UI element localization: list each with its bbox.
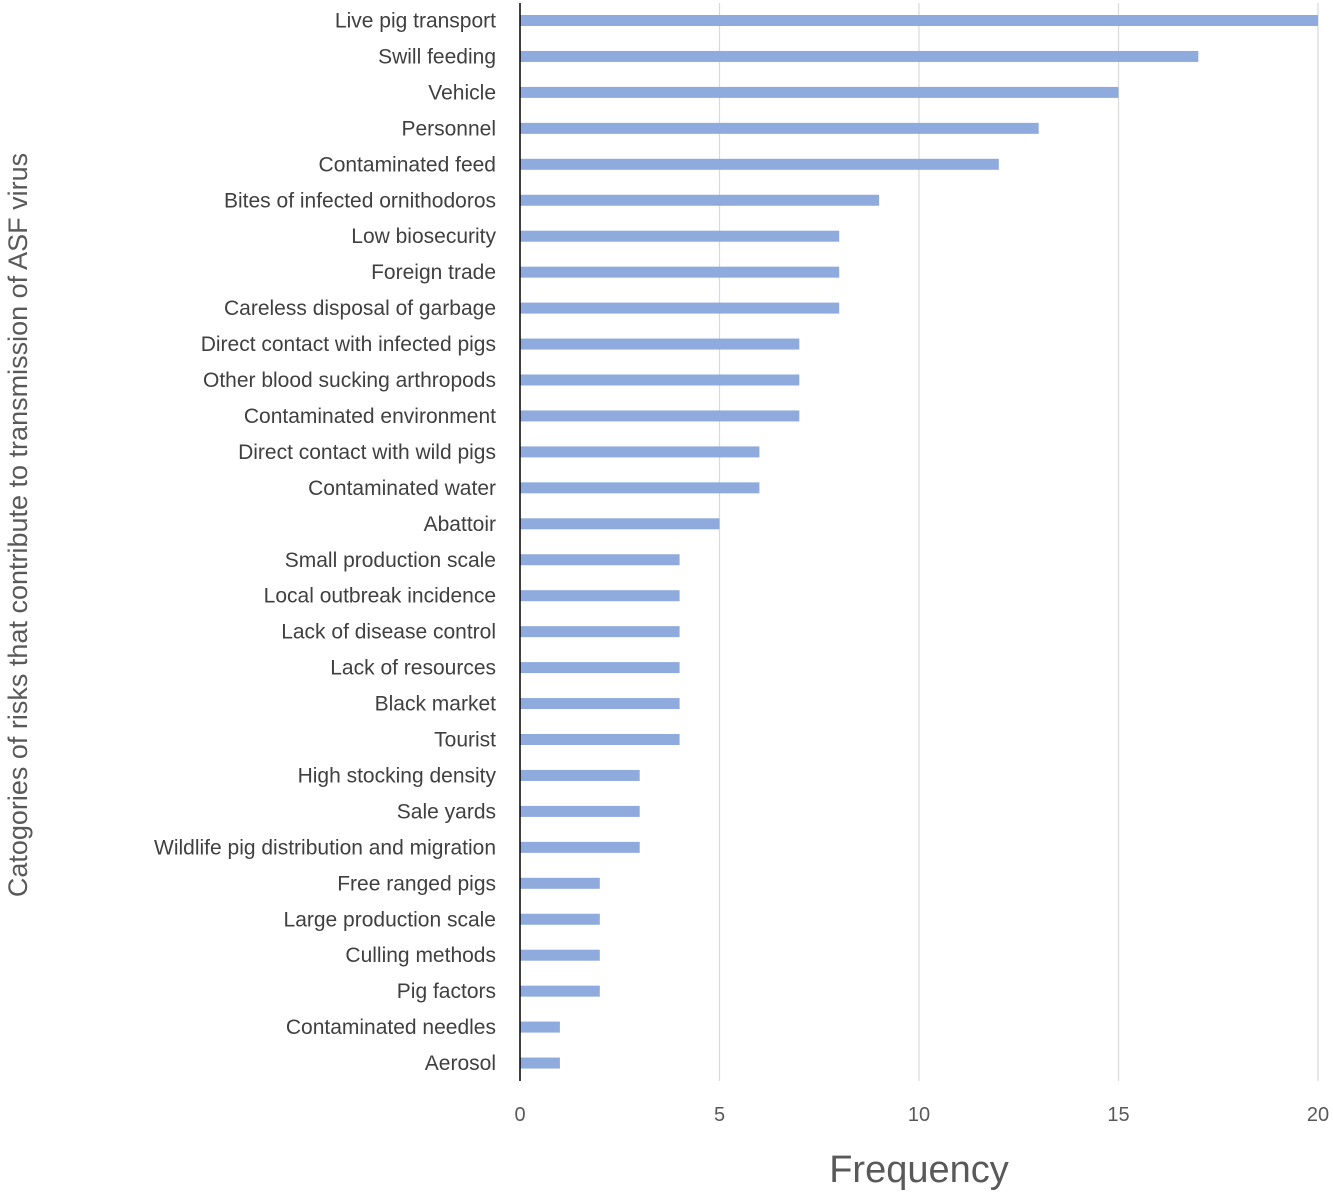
category-label: Swill feeding [378, 45, 496, 68]
x-tick-labels: 0 5 10 15 20 [514, 1104, 1329, 1126]
category-label: Sale yards [397, 800, 496, 823]
category-label: Free ranged pigs [337, 872, 496, 895]
bar [520, 302, 840, 314]
x-tick-label: 5 [714, 1104, 725, 1126]
x-tick-label: 20 [1307, 1104, 1329, 1126]
category-label: Direct contact with infected pigs [201, 333, 496, 356]
bar [520, 554, 680, 566]
bar [520, 1021, 560, 1033]
category-label: Contaminated feed [319, 153, 496, 176]
category-label: Wildlife pig distribution and migration [154, 836, 496, 859]
bars [520, 15, 1318, 1069]
bar [520, 841, 640, 853]
bar [520, 15, 1318, 26]
bar [520, 158, 999, 170]
bar [520, 626, 680, 638]
bar [520, 949, 600, 961]
x-tick-label: 10 [908, 1104, 930, 1126]
bar [520, 698, 680, 710]
category-label: Culling methods [345, 944, 496, 967]
x-axis-title: Frequency [829, 1149, 1009, 1191]
category-label: Tourist [434, 729, 496, 752]
category-label: Personnel [401, 117, 496, 140]
bar [520, 734, 680, 745]
category-label: Careless disposal of garbage [224, 297, 496, 320]
category-label: Foreign trade [371, 261, 496, 284]
bar [520, 194, 880, 206]
category-label: Other blood sucking arthropods [203, 369, 496, 392]
bar [520, 913, 600, 925]
bar [520, 805, 640, 817]
category-label: High stocking density [298, 764, 497, 787]
bar [520, 590, 680, 602]
category-label: Small production scale [285, 549, 496, 572]
bar [520, 230, 840, 242]
category-label: Contaminated water [308, 477, 496, 500]
bar [520, 482, 760, 494]
x-tick-label: 15 [1107, 1104, 1129, 1126]
category-label: Direct contact with wild pigs [238, 441, 496, 464]
category-label: Bites of infected ornithodoros [224, 189, 496, 212]
category-label: Large production scale [284, 908, 496, 931]
category-label: Aerosol [425, 1052, 496, 1075]
bar [520, 338, 800, 350]
bar [520, 122, 1039, 134]
category-label: Lack of resources [330, 657, 496, 680]
bar [520, 374, 800, 386]
bar [520, 662, 680, 674]
category-label: Contaminated environment [244, 405, 496, 428]
category-label: Pig factors [397, 980, 496, 1003]
y-axis-title: Catogories of risks that contribute to t… [3, 153, 33, 897]
category-label: Local outbreak incidence [264, 585, 496, 608]
bar [520, 1057, 560, 1069]
category-labels: Live pig transport Swill feeding Vehicle Pe… [154, 10, 496, 1076]
gridlines [718, 3, 1319, 1081]
category-label: Lack of disease control [281, 621, 496, 644]
bar [520, 266, 840, 278]
category-label: Vehicle [428, 81, 496, 104]
bar [520, 410, 800, 422]
category-label: Low biosecurity [351, 225, 496, 248]
bar [520, 985, 600, 997]
category-label: Black market [375, 693, 497, 716]
bar [520, 86, 1119, 98]
bar [520, 446, 760, 458]
category-label: Abattoir [424, 513, 496, 536]
bar [520, 769, 640, 781]
bar [520, 518, 720, 530]
x-tick-label: 0 [514, 1104, 525, 1126]
category-label: Contaminated needles [286, 1016, 496, 1039]
category-label: Live pig transport [335, 10, 496, 33]
bar [520, 877, 600, 889]
bar [520, 50, 1199, 62]
